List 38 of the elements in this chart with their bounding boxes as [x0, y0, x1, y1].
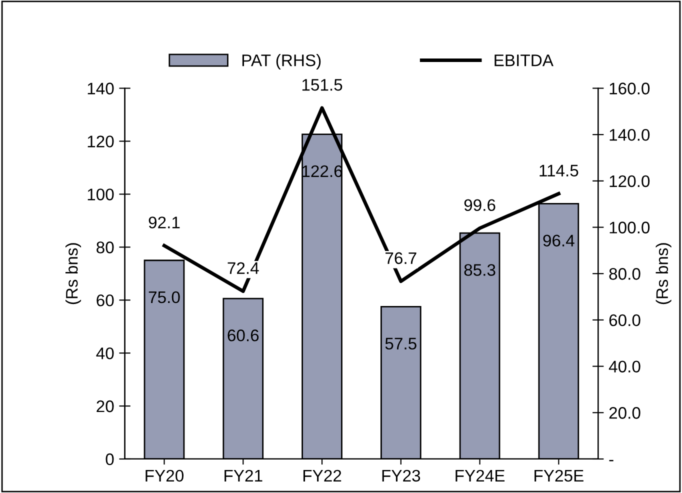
y2-tick-label: 120.0: [610, 175, 650, 188]
data-label: 85.3: [464, 264, 496, 276]
x-tick-label: FY24E: [456, 470, 505, 482]
data-label: 72.4: [228, 262, 259, 274]
data-label: 75.0: [148, 291, 180, 304]
y-axis-title: (Rs bns): [65, 243, 82, 304]
y2-tick-label: -: [609, 460, 614, 462]
data-label: 96.4: [543, 234, 574, 247]
y-tick-label: 140: [88, 82, 114, 94]
y2-tick-label: 40.0: [608, 360, 640, 372]
y2-tick-label: 80.0: [609, 268, 640, 280]
data-label: 114.5: [540, 164, 578, 176]
x-tick-label: FY21: [224, 470, 262, 482]
data-label: 92.1: [148, 216, 180, 228]
x-tick-label: FY25E: [534, 470, 584, 482]
y-tick-label: 40: [96, 347, 114, 360]
y-tick-label: 120: [88, 136, 114, 148]
y-tick-label: 20: [96, 400, 114, 412]
y2-tick-label: 100.0: [610, 222, 650, 234]
y-tick-label: 100: [88, 188, 114, 200]
data-label: 99.6: [464, 199, 496, 212]
y-tick-label: 60: [96, 294, 114, 306]
x-tick-label: FY20: [146, 470, 184, 482]
x-tick-label: FY22: [303, 470, 342, 482]
x-tick-label: FY23: [382, 470, 420, 482]
y2-tick-label: 60.0: [609, 314, 640, 326]
data-label: 151.5: [302, 79, 342, 91]
y-tick-label: 0: [106, 453, 114, 466]
y-tick-label: 80: [96, 242, 114, 254]
y2-tick-label: 140.0: [610, 128, 650, 141]
data-label: 57.5: [385, 338, 416, 350]
data-label: 60.6: [228, 330, 259, 342]
legend-label: PAT (RHS): [242, 54, 321, 70]
y2-axis-title: (Rs bns): [656, 243, 672, 304]
legend-label: EBITDA: [494, 54, 554, 66]
y2-tick-label: 20.0: [609, 407, 640, 419]
y2-tick-label: 160.0: [610, 82, 650, 94]
data-label: 76.7: [386, 252, 416, 264]
